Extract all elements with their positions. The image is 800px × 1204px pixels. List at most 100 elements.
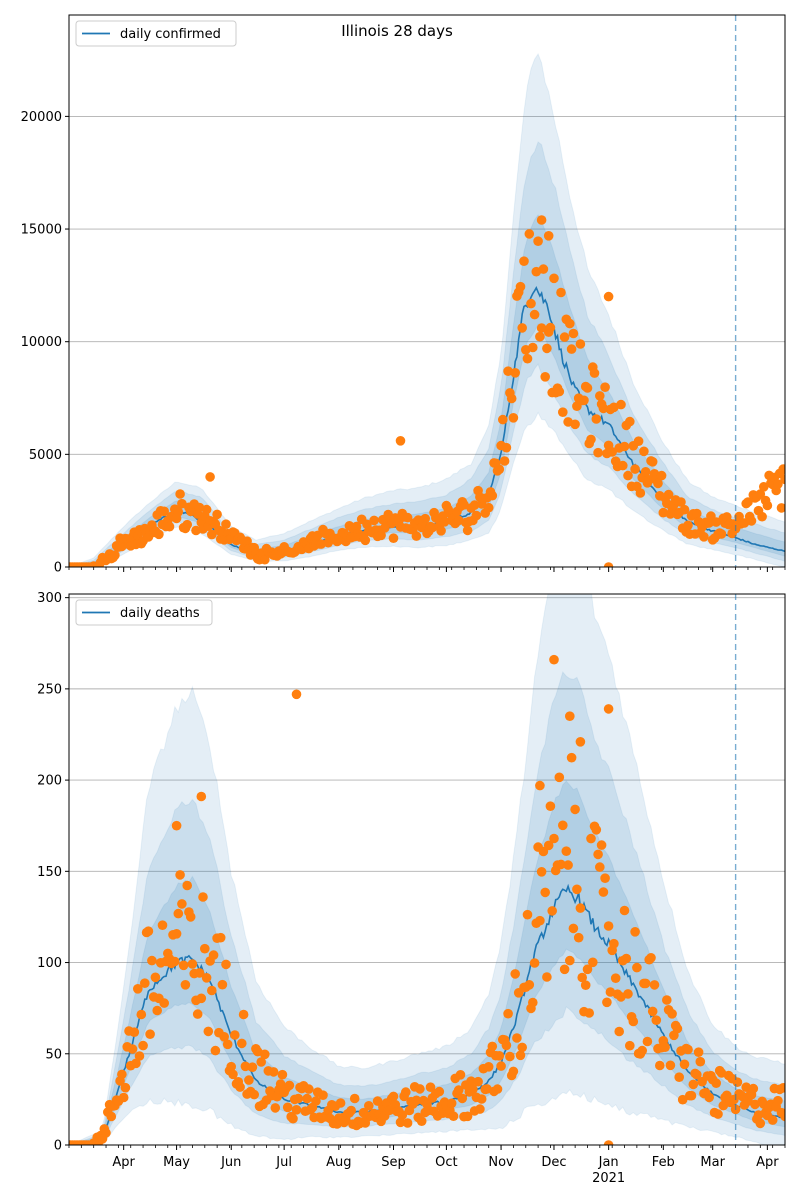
data-point xyxy=(487,1041,498,1052)
data-point xyxy=(468,1084,478,1095)
data-point xyxy=(647,457,658,467)
data-point xyxy=(570,419,580,430)
data-point xyxy=(589,368,600,378)
data-point xyxy=(549,654,559,665)
data-point xyxy=(573,932,584,943)
data-point xyxy=(462,1111,473,1122)
data-point xyxy=(536,215,547,225)
data-point xyxy=(596,840,607,850)
data-point xyxy=(713,1109,723,1119)
x-tick-label: Aug xyxy=(326,1155,351,1170)
data-point xyxy=(536,323,547,333)
data-point xyxy=(180,980,191,990)
data-point xyxy=(256,1057,267,1067)
data-point xyxy=(159,998,169,1008)
data-point xyxy=(208,950,219,960)
data-point xyxy=(600,873,610,883)
data-point xyxy=(157,920,168,930)
data-point xyxy=(503,1008,513,1019)
data-point xyxy=(535,780,545,791)
data-point xyxy=(164,521,175,532)
data-point xyxy=(133,984,143,994)
data-point xyxy=(716,529,727,539)
data-point xyxy=(695,1056,706,1067)
data-point xyxy=(282,1102,293,1113)
data-point xyxy=(173,908,184,919)
data-point xyxy=(178,960,189,971)
data-point xyxy=(106,1111,117,1122)
data-point xyxy=(505,1051,515,1062)
data-point xyxy=(201,973,212,983)
data-point xyxy=(515,281,526,292)
data-point xyxy=(515,1050,526,1061)
data-point xyxy=(416,1116,427,1126)
data-point xyxy=(270,1103,281,1113)
data-point xyxy=(688,1079,699,1090)
y-tick-label: 20000 xyxy=(21,110,62,125)
data-point xyxy=(210,1045,221,1056)
data-point xyxy=(455,1070,466,1080)
data-point xyxy=(134,1051,145,1061)
data-point xyxy=(566,752,577,763)
data-point xyxy=(642,1036,653,1047)
data-point xyxy=(152,1005,162,1016)
data-point xyxy=(247,1062,258,1072)
data-point xyxy=(565,318,575,329)
data-point xyxy=(614,1026,624,1037)
data-point xyxy=(420,513,431,524)
data-point xyxy=(526,298,536,309)
data-point xyxy=(683,1044,693,1055)
data-point xyxy=(540,372,550,382)
data-point xyxy=(182,519,192,530)
data-point xyxy=(554,772,565,783)
data-point xyxy=(556,287,566,298)
data-point xyxy=(639,446,649,457)
x-tick-label: Oct xyxy=(435,1155,457,1170)
data-point xyxy=(222,1039,233,1050)
data-point xyxy=(411,1095,422,1106)
data-point xyxy=(568,923,579,934)
data-point xyxy=(549,833,559,844)
data-point xyxy=(173,507,184,517)
data-point xyxy=(686,1090,697,1101)
data-point xyxy=(522,909,533,920)
data-point xyxy=(517,323,527,333)
plot-area xyxy=(69,52,785,567)
data-point xyxy=(369,515,379,526)
data-point xyxy=(425,1082,436,1092)
data-point xyxy=(778,464,785,474)
data-point xyxy=(565,711,575,721)
data-point xyxy=(640,467,651,477)
data-point xyxy=(536,867,547,877)
data-point xyxy=(198,892,208,902)
data-point xyxy=(711,517,721,527)
data-point xyxy=(633,436,644,447)
data-point xyxy=(434,1086,445,1097)
data-point xyxy=(558,820,568,831)
data-point xyxy=(780,1111,785,1122)
data-point xyxy=(595,391,605,401)
data-point xyxy=(127,1044,138,1054)
data-point xyxy=(542,343,552,354)
data-point xyxy=(185,912,196,922)
data-point xyxy=(778,1083,785,1093)
data-point xyxy=(577,972,587,983)
data-point xyxy=(663,489,674,500)
data-point xyxy=(260,554,270,565)
y-tick-label: 15000 xyxy=(21,223,62,238)
data-point xyxy=(743,497,753,507)
data-point xyxy=(499,456,510,466)
data-point xyxy=(318,1090,328,1100)
x-tick-label: Nov xyxy=(488,1155,514,1170)
data-point xyxy=(748,1083,759,1094)
data-point xyxy=(242,536,252,546)
data-point xyxy=(201,504,212,515)
data-point xyxy=(679,504,690,515)
data-point xyxy=(637,1045,647,1056)
data-point xyxy=(757,511,767,522)
data-point xyxy=(677,1094,688,1105)
data-point xyxy=(621,953,632,964)
data-point xyxy=(483,502,494,513)
data-point xyxy=(767,1115,778,1125)
data-point xyxy=(360,535,371,546)
